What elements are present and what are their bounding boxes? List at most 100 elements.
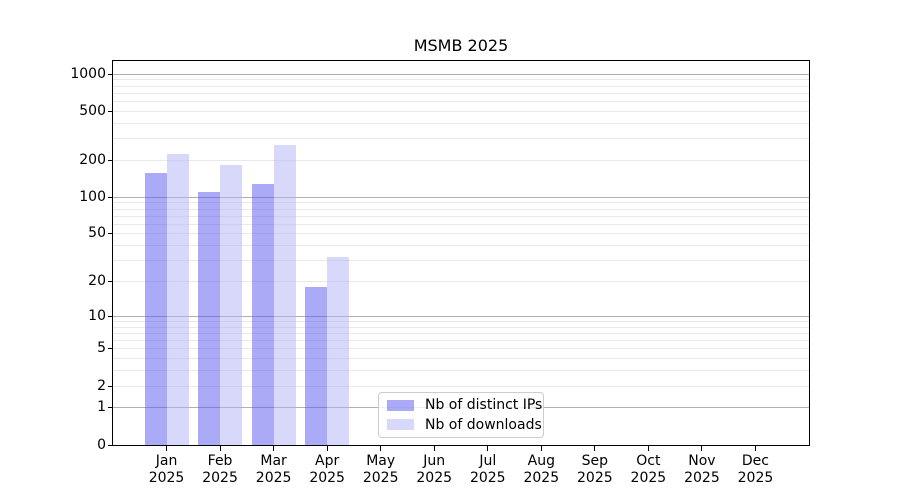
gridline-minor <box>113 245 809 247</box>
gridline-minor <box>113 320 809 322</box>
gridline-minor <box>113 223 809 225</box>
x-tick-label-line: 2025 <box>309 470 345 486</box>
legend-item-distinct-ips: Nb of distinct IPs <box>385 396 542 415</box>
x-tick-label-line: Jan <box>155 453 178 469</box>
y-tick-label: 10 <box>88 307 106 324</box>
x-tick-label-oct: Oct 2025 <box>608 453 688 487</box>
x-tick-label-line: 2025 <box>737 470 774 486</box>
x-tick-label-line: Oct <box>636 453 661 469</box>
y-tick <box>108 233 113 235</box>
y-tick <box>108 407 113 409</box>
y-tick-label: 200 <box>79 151 106 168</box>
y-tick-label: 50 <box>88 225 106 242</box>
legend-label-downloads: Nb of downloads <box>425 416 542 433</box>
gridline-minor <box>113 101 809 103</box>
bar-distinct-ips-mar-2025 <box>251 183 274 445</box>
x-tick <box>701 446 703 451</box>
bar-downloads-apr-2025 <box>327 257 350 445</box>
y-tick-label: 1 <box>97 399 106 416</box>
gridline-minor <box>113 348 809 350</box>
gridline-minor <box>113 122 809 124</box>
x-tick-label-nov: Nov 2025 <box>662 453 742 487</box>
x-tick-label-line: 2025 <box>630 470 667 486</box>
x-tick <box>647 446 649 451</box>
x-tick-label-line: Nov <box>688 453 716 469</box>
y-tick <box>108 281 113 283</box>
gridline-minor <box>113 326 809 328</box>
x-tick-label-line: 2025 <box>684 470 720 486</box>
y-tick-label: 2 <box>97 377 106 394</box>
y-tick <box>108 196 113 198</box>
x-tick <box>166 446 168 451</box>
x-tick-label-feb: Feb 2025 <box>180 453 260 487</box>
y-tick-label: 20 <box>88 273 106 290</box>
x-tick-label-line: Sep <box>581 453 609 469</box>
x-tick-label-line: 2025 <box>148 470 185 486</box>
x-tick-label-line: Apr <box>315 453 340 469</box>
gridline-minor <box>113 233 809 235</box>
x-tick-label-jan: Jan 2025 <box>127 453 207 487</box>
x-tick <box>754 446 756 451</box>
x-tick-label-jun: Jun 2025 <box>394 453 474 487</box>
bar-downloads-mar-2025 <box>273 144 296 445</box>
bar-distinct-ips-feb-2025 <box>198 191 221 445</box>
gridline-minor <box>113 79 809 81</box>
x-tick-label-mar: Mar 2025 <box>234 453 314 487</box>
y-tick <box>108 385 113 387</box>
legend-swatch-distinct-ips <box>387 399 414 411</box>
gridline-minor <box>113 281 809 283</box>
x-tick-label-dec: Dec 2025 <box>715 453 795 487</box>
chart-title: MSMB 2025 <box>413 36 509 55</box>
x-tick-label-line: Aug <box>527 453 555 469</box>
legend-swatch-downloads <box>387 419 414 431</box>
x-tick-label-line: 2025 <box>255 470 292 486</box>
legend-item-downloads: Nb of downloads <box>385 415 542 434</box>
y-tick <box>108 444 113 446</box>
x-tick-label-line: 2025 <box>523 470 560 486</box>
x-tick-label-line: Jun <box>423 453 446 469</box>
x-tick-label-line: Jul <box>479 453 497 469</box>
gridline-major <box>113 315 809 317</box>
x-tick <box>219 446 221 451</box>
x-tick-label-line: 2025 <box>362 470 399 486</box>
x-tick <box>326 446 328 451</box>
gridline-minor <box>113 358 809 360</box>
gridline-minor <box>113 159 809 161</box>
gridline-minor <box>113 208 809 210</box>
gridline-minor <box>113 85 809 87</box>
x-tick-label-line: Feb <box>207 453 233 469</box>
y-tick-label: 500 <box>79 102 106 119</box>
y-tick <box>108 315 113 317</box>
x-tick <box>433 446 435 451</box>
y-tick <box>108 73 113 75</box>
gridline-minor <box>113 332 809 334</box>
bar-downloads-feb-2025 <box>220 164 243 445</box>
gridline-minor <box>113 202 809 204</box>
gridline-minor <box>113 138 809 140</box>
x-tick-label-aug: Aug 2025 <box>501 453 581 487</box>
gridline-minor <box>113 92 809 94</box>
y-tick-label: 0 <box>97 436 106 453</box>
x-tick-label-sep: Sep 2025 <box>555 453 635 487</box>
y-tick-label: 5 <box>97 340 106 357</box>
gridline-major <box>113 73 809 75</box>
bar-distinct-ips-apr-2025 <box>305 286 328 445</box>
x-tick-label-line: 2025 <box>577 470 613 486</box>
x-tick <box>487 446 489 451</box>
x-tick-label-line: Mar <box>260 453 287 469</box>
x-tick-label-may: May 2025 <box>341 453 421 487</box>
y-tick <box>108 348 113 350</box>
gridline-minor <box>113 260 809 262</box>
x-tick-label-jul: Jul 2025 <box>448 453 528 487</box>
legend: Nb of distinct IPs Nb of downloads <box>378 392 544 438</box>
bar-downloads-jan-2025 <box>166 153 189 445</box>
x-tick-label-apr: Apr 2025 <box>287 453 367 487</box>
x-tick-label-line: 2025 <box>416 470 453 486</box>
gridline-minor <box>113 340 809 342</box>
x-tick-label-line: 2025 <box>202 470 238 486</box>
y-tick-label: 100 <box>79 188 106 205</box>
gridline-minor <box>113 385 809 387</box>
x-tick-label-line: Dec <box>741 453 769 469</box>
